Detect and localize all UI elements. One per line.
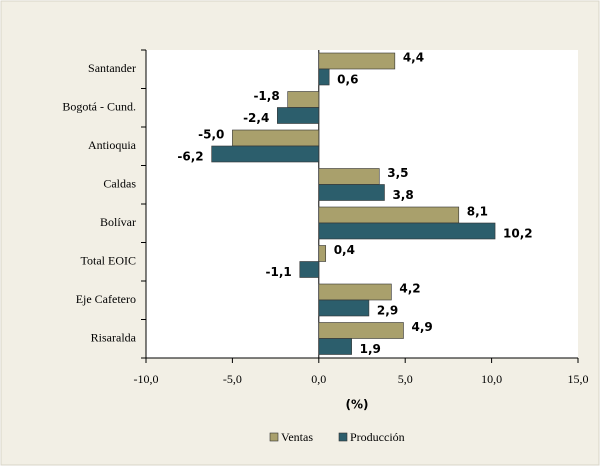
value-label: 10,2 (503, 227, 533, 241)
bar (318, 206, 460, 224)
value-label: 4,2 (399, 282, 420, 296)
bar (318, 222, 496, 240)
x-tick-label: 15,0 (568, 372, 589, 386)
bar (318, 68, 330, 86)
value-label: -1,8 (253, 89, 279, 103)
value-label: 8,1 (467, 205, 488, 219)
bar (318, 245, 327, 262)
x-tick-label: 5,0 (398, 372, 413, 386)
bar (232, 129, 320, 147)
bar (211, 145, 320, 163)
value-label: 0,6 (337, 73, 358, 87)
value-label: -1,1 (266, 265, 292, 279)
bar (318, 283, 392, 301)
bar (318, 322, 404, 339)
y-tick-label: Total EOIC (81, 254, 136, 268)
value-label: 0,4 (334, 243, 355, 257)
x-tick-label: 10,0 (481, 372, 502, 386)
value-label: -2,4 (243, 111, 269, 125)
bar (277, 107, 320, 124)
bar (318, 52, 396, 70)
legend-label: Producción (350, 430, 405, 444)
x-tick-label: -10,0 (134, 372, 159, 386)
legend-swatch (269, 432, 279, 442)
bar (318, 338, 352, 355)
value-label: 4,4 (403, 51, 424, 65)
bar (318, 299, 370, 317)
bar (299, 261, 320, 278)
x-tick-label: 0,0 (311, 372, 326, 386)
bar (318, 184, 385, 201)
y-tick-label: Santander (88, 61, 136, 75)
legend-label: Ventas (281, 430, 313, 444)
legend-swatch (338, 432, 348, 442)
y-tick-label: Antioquia (88, 138, 137, 152)
bar (318, 168, 380, 185)
y-tick-label: Bogotá - Cund. (62, 100, 136, 114)
x-axis-label: (%) (346, 398, 369, 412)
value-label: 3,5 (387, 166, 408, 180)
x-tick-label: -5,0 (223, 372, 242, 386)
y-tick-label: Bolívar (100, 215, 136, 229)
y-tick-label: Caldas (103, 177, 136, 191)
y-tick-label: Eje Cafetero (76, 292, 136, 306)
bar (287, 91, 320, 108)
value-label: 4,9 (411, 320, 432, 334)
value-label: 1,9 (360, 342, 381, 356)
value-label: -6,2 (177, 150, 203, 164)
value-label: 2,9 (377, 304, 398, 318)
value-label: -5,0 (198, 128, 224, 142)
y-tick-label: Risaralda (91, 331, 137, 345)
value-label: 3,8 (392, 188, 413, 202)
